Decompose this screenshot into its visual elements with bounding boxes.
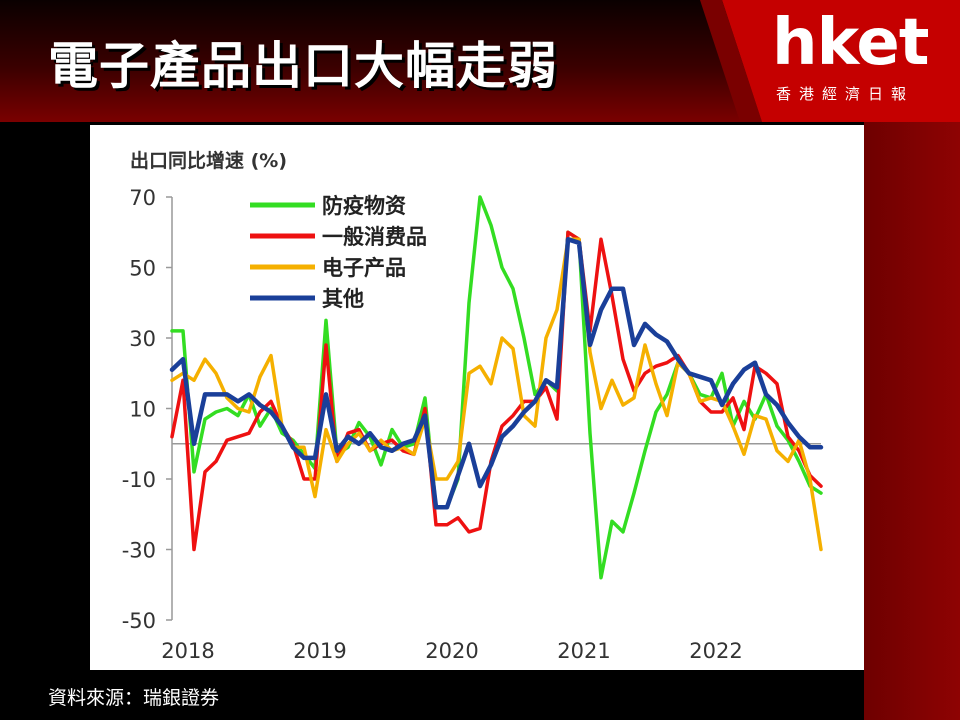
legend-label-4: 其他 xyxy=(322,287,364,311)
y-tick-label: 50 xyxy=(129,257,156,281)
chart-panel: 出口同比增速 (%) 70 50 30 10 -10 -30 -50 2018 2019 2020… xyxy=(90,125,864,670)
source-note: 資料來源：瑞銀證券 xyxy=(48,687,220,709)
legend-label-1: 防疫物资 xyxy=(322,194,406,218)
y-axis-label: 出口同比增速 (%) xyxy=(130,149,287,172)
right-decor-band xyxy=(864,122,960,720)
x-tick-label: 2018 xyxy=(161,639,214,663)
x-tick-label: 2020 xyxy=(425,639,478,663)
logo-backdrop xyxy=(700,0,960,122)
brand-logo: hket xyxy=(772,6,929,80)
y-tick-label: -10 xyxy=(122,468,156,492)
y-tick-label: -30 xyxy=(122,539,156,563)
y-tick-label: 10 xyxy=(129,398,156,422)
y-tick-label: -50 xyxy=(122,609,156,633)
y-tick-label: 30 xyxy=(129,327,156,351)
x-tick-label: 2022 xyxy=(689,639,742,663)
legend-label-3: 电子产品 xyxy=(322,256,406,280)
series-line-4 xyxy=(169,237,824,510)
series-line-3 xyxy=(170,237,823,552)
x-tick-label: 2021 xyxy=(557,639,610,663)
page-title: 電子產品出口大幅走弱 xyxy=(48,37,558,95)
series-line-1 xyxy=(170,195,823,580)
x-tick-label: 2019 xyxy=(293,639,346,663)
legend-label-2: 一般消费品 xyxy=(322,225,427,249)
series-line-2 xyxy=(170,230,823,552)
y-tick-label: 70 xyxy=(129,186,156,210)
brand-logo-subtitle: 香港經濟日報 xyxy=(776,85,915,103)
